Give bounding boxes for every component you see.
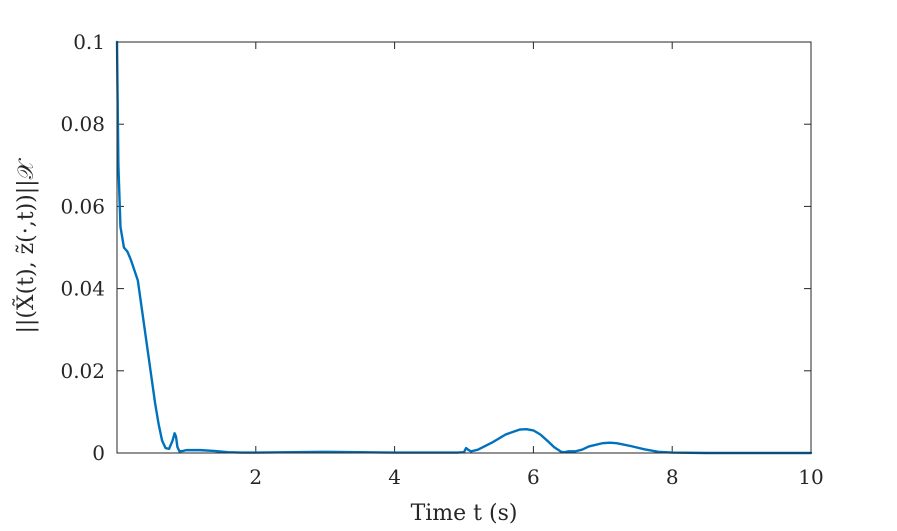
- y-tick-label: 0: [92, 441, 105, 465]
- y-tick-label: 0.06: [60, 194, 105, 218]
- y-tick-label: 0.04: [60, 277, 105, 301]
- x-tick-labels: 2 4 6 8 10: [249, 465, 823, 489]
- x-tick-label: 6: [527, 465, 540, 489]
- x-axis-label: Time t (s): [411, 501, 518, 526]
- x-tick-label: 10: [798, 465, 823, 489]
- y-tick-label: 0.02: [60, 359, 105, 383]
- x-tick-label: 8: [666, 465, 679, 489]
- y-axis-label: ||(X̃(t), z̃(·,t))||𝒳: [13, 157, 39, 333]
- x-tick-label: 2: [249, 465, 262, 489]
- y-tick-label: 0.1: [73, 30, 105, 54]
- axes-box: [116, 41, 812, 454]
- y-tick-label: 0.08: [60, 112, 105, 136]
- x-tick-label: 4: [388, 465, 401, 489]
- y-tick-labels: 0 0.02 0.04 0.06 0.08 0.1: [60, 30, 105, 465]
- plot-area: [117, 42, 811, 453]
